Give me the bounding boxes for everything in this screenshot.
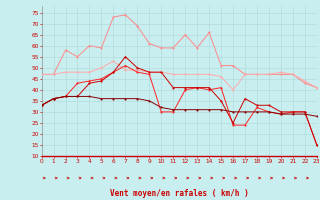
Text: Vent moyen/en rafales ( km/h ): Vent moyen/en rafales ( km/h ) [110, 189, 249, 198]
